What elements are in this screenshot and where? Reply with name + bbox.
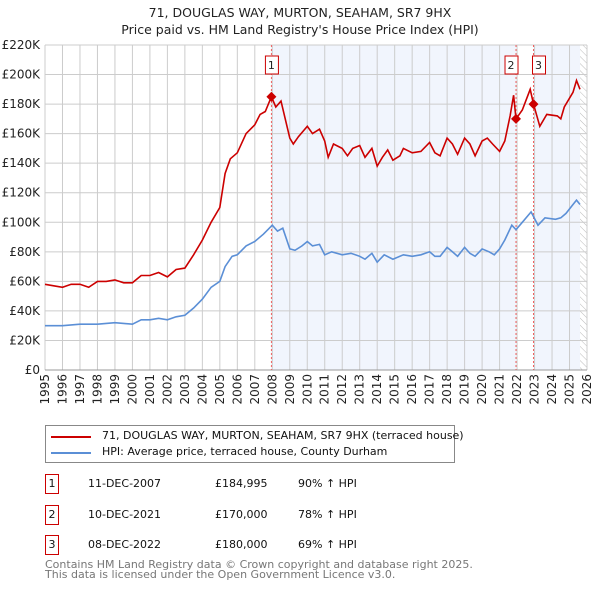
- sale-date: 11-DEC-2007: [88, 477, 162, 490]
- sale-marker-number: 2: [45, 505, 59, 525]
- y-tick-label: £120K: [2, 186, 42, 200]
- x-tick-label: 2009: [283, 374, 297, 405]
- x-tick-label: 2003: [178, 374, 192, 405]
- x-tick-label: 2024: [545, 374, 559, 405]
- x-tick-label: 2017: [423, 374, 437, 405]
- x-tick-label: 2016: [405, 374, 419, 405]
- sale-row: 3 08-DEC-2022 £180,000 69% ↑ HPI: [45, 535, 445, 555]
- sale-hpi-change: 90% ↑ HPI: [298, 477, 357, 490]
- x-tick-label: 1998: [90, 374, 104, 405]
- x-tick-label: 2006: [230, 374, 244, 405]
- sale-marker-number: 1: [45, 474, 59, 494]
- x-tick-label: 2007: [248, 374, 262, 405]
- y-tick-label: £60K: [9, 274, 41, 288]
- footer: Contains HM Land Registry data © Crown c…: [45, 558, 473, 581]
- hpi-line: [45, 198, 581, 327]
- sale-date: 08-DEC-2022: [88, 538, 162, 551]
- x-tick-label: 2021: [493, 374, 507, 405]
- y-tick-label: £40K: [9, 304, 41, 318]
- sale-label: 3: [535, 59, 542, 72]
- x-tick-label: 1997: [73, 374, 87, 405]
- sale-label-box: [531, 55, 546, 75]
- legend-blue-line: [51, 452, 91, 454]
- x-tick-label: 2008: [265, 374, 279, 405]
- price-chart: 71, DOUGLAS WAY, MURTON, SEAHAM, SR7 9HX…: [2, 5, 594, 405]
- sale-row: 2 10-DEC-2021 £170,000 78% ↑ HPI: [45, 505, 445, 525]
- legend-item-hpi: HPI: Average price, terraced house, Coun…: [102, 445, 388, 458]
- sale-label: 1: [268, 59, 275, 72]
- footer-line-2: This data is licensed under the Open Gov…: [45, 568, 396, 581]
- forecast-hatch: [580, 45, 587, 370]
- x-tick-label: 2004: [195, 374, 209, 405]
- sale-price: £170,000: [215, 508, 268, 521]
- sale-price: £180,000: [215, 538, 268, 551]
- x-tick-label: 2019: [458, 374, 472, 405]
- sale-hpi-change: 78% ↑ HPI: [298, 508, 357, 521]
- y-tick-label: £220K: [2, 38, 42, 52]
- sale-hpi-change: 69% ↑ HPI: [298, 538, 357, 551]
- sale-label-box: [264, 55, 279, 75]
- sale-point: [266, 91, 277, 102]
- sale-point: [511, 113, 522, 124]
- sale-price: £184,995: [215, 477, 268, 490]
- y-tick-label: £140K: [2, 156, 42, 170]
- x-tick-label: 2025: [563, 374, 577, 405]
- sale-date: 10-DEC-2021: [88, 508, 162, 521]
- x-tick-label: 2000: [125, 374, 139, 405]
- sale-label-box: [504, 55, 519, 75]
- y-tick-label: £80K: [9, 245, 41, 259]
- x-tick-label: 2001: [143, 374, 157, 405]
- legend-item-property: 71, DOUGLAS WAY, MURTON, SEAHAM, SR7 9HX…: [102, 429, 464, 442]
- x-tick-label: 2005: [213, 374, 227, 405]
- x-tick-label: 1996: [55, 374, 69, 405]
- x-tick-label: 2018: [440, 374, 454, 405]
- x-tick-label: 2012: [335, 374, 349, 405]
- legend-red-line: [51, 436, 91, 438]
- x-tick-label: 2014: [370, 374, 384, 405]
- sale-label: 2: [508, 59, 515, 72]
- sale-point: [528, 99, 539, 110]
- x-tick-label: 2002: [160, 374, 174, 405]
- price-paid-line: [44, 78, 581, 289]
- x-tick-label: 1995: [38, 374, 52, 405]
- shaded-region: [533, 45, 581, 370]
- x-tick-label: 2026: [580, 374, 594, 405]
- y-tick-label: £20K: [9, 333, 41, 347]
- shaded-region: [271, 45, 517, 370]
- sale-row: 1 11-DEC-2007 £184,995 90% ↑ HPI: [45, 474, 445, 494]
- sale-marker-number: 3: [45, 535, 59, 555]
- chart-subtitle: Price paid vs. HM Land Registry's House …: [121, 22, 478, 37]
- y-tick-label: £180K: [2, 97, 42, 111]
- x-tick-label: 2011: [318, 374, 332, 405]
- x-tick-label: 2020: [475, 374, 489, 405]
- legend: 71, DOUGLAS WAY, MURTON, SEAHAM, SR7 9HX…: [45, 425, 464, 463]
- x-tick-label: 2023: [528, 374, 542, 405]
- x-tick-label: 2013: [353, 374, 367, 405]
- footer-line-1: Contains HM Land Registry data © Crown c…: [45, 558, 473, 571]
- y-tick-label: £0: [25, 363, 40, 377]
- x-tick-label: 2015: [388, 374, 402, 405]
- y-tick-label: £160K: [2, 127, 42, 141]
- y-tick-label: £200K: [2, 68, 42, 82]
- x-tick-label: 1999: [108, 374, 122, 405]
- x-tick-label: 2010: [300, 374, 314, 405]
- y-tick-label: £100K: [2, 215, 42, 229]
- chart-title: 71, DOUGLAS WAY, MURTON, SEAHAM, SR7 9HX: [149, 5, 452, 20]
- x-tick-label: 2022: [510, 374, 524, 405]
